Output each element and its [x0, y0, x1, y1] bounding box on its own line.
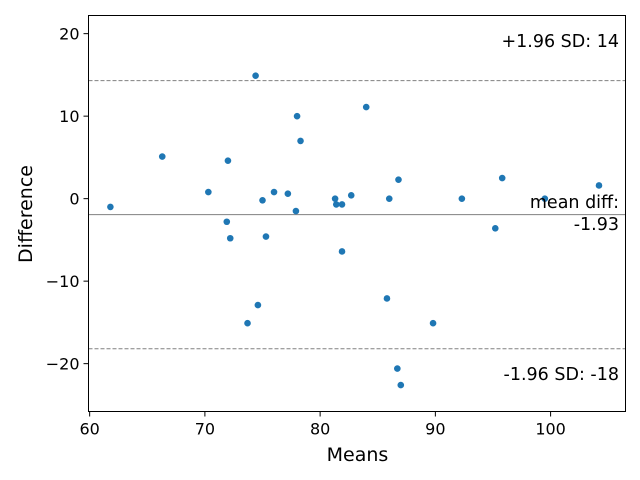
data-point [331, 195, 339, 202]
y-tick-label: 20 [59, 25, 79, 44]
x-tick-label: 60 [79, 420, 99, 439]
annotation-mean-line1: mean diff: [530, 193, 619, 213]
y-tick-label: 10 [59, 107, 79, 126]
data-point [244, 319, 251, 327]
data-point [158, 153, 166, 160]
data-point [394, 365, 401, 372]
data-point [491, 225, 499, 232]
data-point [338, 201, 346, 208]
y-tick-label: −20 [46, 355, 80, 374]
data-point [458, 195, 466, 202]
data-point [395, 176, 402, 183]
data-point [362, 103, 370, 111]
reference-lines [88, 80, 626, 350]
data-point [338, 248, 346, 255]
data-point [205, 188, 212, 196]
data-point [383, 295, 391, 302]
y-tick-label: 0 [69, 190, 79, 209]
data-point [541, 195, 549, 202]
x-tick-label: 80 [310, 420, 330, 439]
data-point [347, 192, 355, 199]
data-point [332, 201, 340, 208]
annotation-lower-loa: -1.96 SD: -18 [504, 365, 619, 385]
plot-frame [88, 15, 626, 412]
data-point [223, 218, 231, 226]
data-point [226, 234, 234, 242]
data-point [259, 197, 266, 204]
x-axis-label: Means [327, 444, 389, 466]
data-point [224, 157, 232, 164]
y-axis-label: Difference [15, 165, 37, 263]
annotation-mean-line2: -1.93 [574, 215, 619, 235]
data-point [252, 72, 259, 80]
data-points [107, 72, 603, 389]
data-point [385, 195, 393, 202]
data-point [297, 137, 304, 145]
data-point [262, 233, 270, 240]
data-point [292, 207, 300, 215]
data-point [107, 203, 114, 211]
x-tick-label: 70 [195, 420, 215, 439]
data-point [293, 112, 301, 120]
data-point [595, 182, 603, 189]
data-point [270, 188, 278, 196]
data-point [429, 319, 437, 327]
data-point [284, 190, 292, 197]
y-tick-label: −10 [46, 272, 80, 291]
x-tick-label: 100 [535, 420, 566, 439]
x-tick-label: 90 [425, 420, 445, 439]
annotation-upper-loa: +1.96 SD: 14 [501, 32, 619, 52]
axis-ticks: 60 70 80 90 100 −20 −10 0 10 20 [46, 25, 566, 439]
data-point [397, 381, 405, 389]
data-point [498, 174, 506, 182]
data-point [254, 301, 262, 309]
